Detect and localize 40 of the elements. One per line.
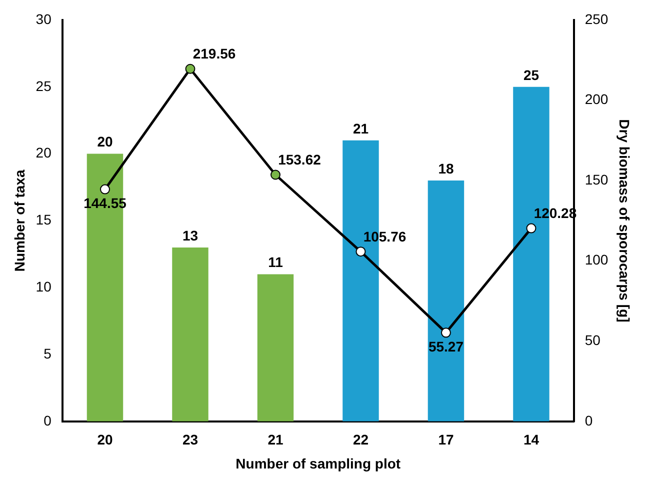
x-tick-label: 14 — [523, 432, 540, 448]
y-tick-label: 0 — [44, 412, 52, 428]
point — [440, 328, 451, 338]
bar — [257, 274, 294, 422]
data-label: 25 — [523, 66, 540, 83]
y-tick-label: 30 — [36, 10, 52, 27]
x-tick-label: 21 — [268, 432, 284, 448]
bar — [428, 180, 464, 422]
x-tick-label: 20 — [97, 432, 113, 448]
bar — [172, 247, 208, 422]
x-tick-label: 22 — [352, 432, 369, 448]
y-axis-title: Number of taxa — [11, 170, 28, 272]
y2-tick-label: 250 — [584, 10, 608, 27]
data-label: 11 — [268, 254, 284, 270]
y2-tick-label: 50 — [584, 332, 601, 348]
data-label: 219.56 — [192, 46, 236, 62]
y2-tick-label: 0 — [584, 412, 593, 428]
y2-tick-label: 100 — [584, 252, 608, 268]
point — [270, 170, 280, 180]
x-axis-title: Number of sampling plot — [236, 455, 401, 472]
x-tick-label: 23 — [182, 432, 198, 448]
point — [526, 223, 536, 234]
data-label: 13 — [182, 227, 198, 244]
data-label: 21 — [352, 120, 369, 136]
data-label: 18 — [438, 160, 454, 176]
y2-tick-label: 150 — [584, 171, 608, 188]
point — [185, 64, 196, 74]
y2-tick-label: 200 — [584, 91, 608, 108]
data-label: 153.62 — [278, 152, 322, 168]
y-tick-label: 20 — [36, 144, 52, 161]
y-tick-label: 25 — [36, 78, 52, 94]
data-label: 20 — [97, 134, 113, 150]
y-tick-label: 5 — [44, 345, 52, 362]
point — [356, 246, 366, 257]
data-label: 55.27 — [428, 338, 464, 355]
y2-axis-title: Dry biomass of sporocarps [g] — [616, 119, 633, 322]
y-tick-label: 15 — [36, 212, 52, 228]
point — [100, 184, 110, 194]
x-tick-label: 17 — [438, 432, 454, 448]
y-tick-label: 10 — [36, 278, 52, 294]
